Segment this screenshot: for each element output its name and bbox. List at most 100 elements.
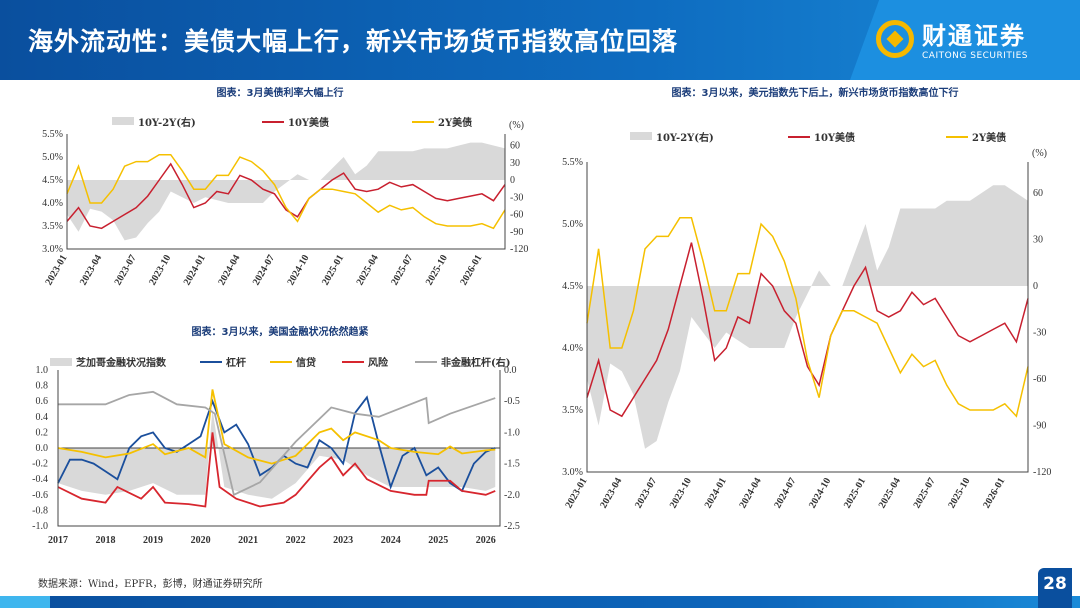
chart2-ytick: 0.6	[36, 396, 49, 407]
logo-text-en: CAITONG SECURITIES	[922, 51, 1028, 61]
chart2-ytick: -0.2	[32, 459, 48, 470]
chart3-legend-item: 10Y-2Y(右)	[656, 131, 714, 144]
chart3-xtick: 2024-10	[807, 476, 833, 510]
chart2-xtick: 2021	[238, 535, 258, 546]
chart2-xtick: 2017	[48, 535, 68, 546]
chart3-ytick-right: -30	[1033, 328, 1046, 339]
chart2-ytick: -0.6	[32, 490, 48, 501]
chart3-ytick-right: 0	[1033, 281, 1038, 292]
chart2-ytick: 0.4	[36, 412, 49, 423]
chart3-title: 图表：3月以来，美元指数先下后上，新兴市场货币指数高位下行	[671, 88, 959, 99]
chart3-ytick: 3.0%	[562, 467, 583, 478]
chart1-xtick: 2023-01	[43, 253, 69, 287]
chart1-ytick: 4.5%	[42, 175, 63, 186]
chart2-legend-item: 芝加哥金融状况指数	[76, 356, 167, 369]
chart3-xtick: 2024-07	[772, 476, 798, 510]
chart1-legend-item: 10Y美债	[288, 116, 329, 129]
chart1-ytick: 4.0%	[42, 198, 63, 209]
chart2-ytick-right: -1.0	[504, 427, 520, 438]
chart3-line-2y	[586, 217, 1029, 418]
chart3-xtick: 2026-01	[981, 476, 1007, 510]
chart1-xtick: 2025-07	[389, 253, 415, 287]
chart3-xtick: 2024-01	[703, 476, 729, 510]
chart3-xtick: 2024-04	[737, 476, 763, 510]
chart2-xtick: 2025	[428, 535, 448, 546]
company-logo: 财通证券 CAITONG SECURITIES	[876, 16, 1028, 61]
chart1-xtick: 2023-10	[147, 253, 173, 287]
chart1-xtick: 2026-01	[458, 253, 484, 287]
chart1-ytick-right: -90	[510, 227, 523, 238]
chart2-ytick: -0.8	[32, 505, 48, 516]
chart1-legend-swatch	[112, 117, 134, 125]
chart2-nfci-area	[58, 409, 496, 499]
chart2-ytick-right: -0.5	[504, 396, 520, 407]
chart3-ytick-right: 60	[1033, 188, 1043, 199]
chart2-xtick: 2022	[286, 535, 306, 546]
chart1-ytick: 3.5%	[42, 221, 63, 232]
chart1-right-unit: (%)	[509, 120, 524, 131]
chart1-line-10y	[66, 162, 506, 230]
chart1-title: 图表：3月美债利率大幅上行	[216, 88, 344, 99]
chart1-spread-area	[67, 142, 505, 241]
chart1-ytick-right: -60	[510, 210, 523, 221]
chart1-line-2y	[66, 153, 506, 230]
chart3-legend-item: 10Y美债	[814, 131, 855, 144]
chart1-xtick: 2025-04	[355, 253, 381, 287]
footer-accent	[0, 596, 50, 608]
chart2-xtick: 2020	[191, 535, 211, 546]
chart1-axes	[66, 134, 506, 250]
chart1-ytick-right: 0	[510, 175, 515, 186]
chart2-ytick: 0.0	[36, 443, 49, 454]
chart1-ytick: 5.0%	[42, 152, 63, 163]
chart2-title: 图表：3月以来，美国金融状况依然趋紧	[191, 327, 369, 338]
chart3-spread-area	[587, 185, 1028, 449]
chart3-axes	[586, 162, 1029, 473]
chart3-ytick: 5.0%	[562, 219, 583, 230]
chart1-ytick-right: 30	[510, 158, 520, 169]
page-number: 28	[1038, 568, 1072, 608]
chart1-xtick: 2025-10	[424, 253, 450, 287]
chart1-xtick: 2024-04	[216, 253, 242, 287]
chart3-legend-item: 2Y美债	[972, 131, 1006, 144]
chart3-legend-swatch	[630, 132, 652, 140]
chart3-ytick: 4.5%	[562, 281, 583, 292]
chart3-xtick: 2025-10	[946, 476, 972, 510]
data-source: 数据来源：Wind，EPFR，彭博，财通证券研究所	[38, 579, 263, 590]
chart2-risk-line	[57, 432, 496, 508]
footer-bar	[0, 596, 1080, 608]
chart2-legend-swatch	[50, 358, 72, 366]
chart2-axes	[57, 370, 501, 527]
chart2-legend-item: 信贷	[296, 356, 316, 369]
chart3-ytick-right: -120	[1033, 467, 1051, 478]
chart3-ytick-right: -90	[1033, 421, 1046, 432]
chart2-legend-item: 杠杆	[226, 356, 246, 369]
logo-icon	[876, 19, 914, 58]
chart2-ytick: 0.8	[36, 381, 49, 392]
chart3-xtick: 2025-07	[912, 476, 938, 510]
chart3-ytick-right: 30	[1033, 235, 1043, 246]
chart2-xtick: 2019	[143, 535, 163, 546]
chart2-xtick: 2024	[381, 535, 401, 546]
chart3-xtick: 2025-01	[842, 476, 868, 510]
chart1-xtick: 2025-01	[320, 253, 346, 287]
chart2-ytick: -1.0	[32, 521, 48, 532]
chart1-xtick: 2024-07	[251, 253, 277, 287]
page-title: 海外流动性：美债大幅上行，新兴市场货币指数高位回落	[28, 27, 679, 56]
chart2-ytick-right: -2.0	[504, 490, 520, 501]
chart3-xtick: 2023-01	[563, 476, 589, 510]
chart2-ytick-right: -1.5	[504, 459, 520, 470]
chart2-xtick: 2026	[476, 535, 496, 546]
chart2-legend-item: 风险	[368, 356, 389, 369]
chart2-ytick-right: 0.0	[504, 365, 517, 376]
chart3-ytick: 4.0%	[562, 343, 583, 354]
chart3-xtick: 2023-07	[633, 476, 659, 510]
chart3-line-10y	[586, 242, 1029, 418]
chart1-ytick: 3.0%	[42, 244, 63, 255]
chart2-ytick: 0.2	[36, 427, 49, 438]
chart1-xtick: 2023-07	[113, 253, 139, 287]
chart1-xtick: 2024-01	[182, 253, 208, 287]
chart2-ytick: 1.0	[36, 365, 49, 376]
chart3-xtick: 2023-04	[598, 476, 624, 510]
chart1-ytick: 5.5%	[42, 129, 63, 140]
chart2-legend-item: 非金融杠杆(右)	[441, 356, 510, 369]
